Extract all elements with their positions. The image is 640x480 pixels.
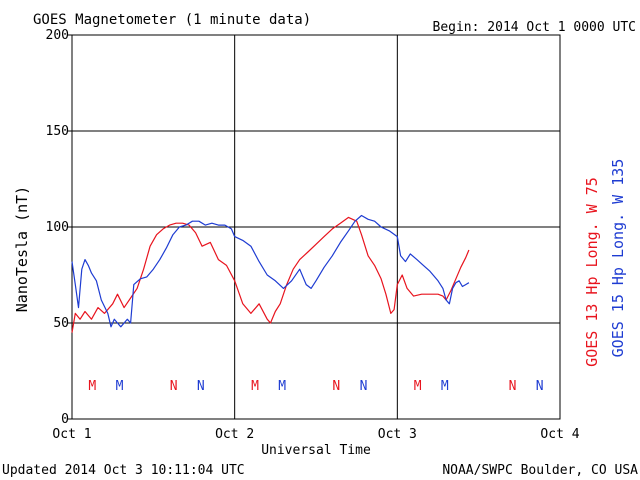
- noon-marker: N: [536, 379, 544, 394]
- noon-marker: N: [509, 379, 517, 394]
- series-goes13-line: [71, 216, 470, 333]
- y-tick-label: 200: [46, 28, 69, 43]
- series-goes15-line: [71, 214, 470, 328]
- updated-timestamp: Updated 2014 Oct 3 10:11:04 UTC: [2, 463, 245, 478]
- midnight-marker: M: [441, 379, 449, 394]
- x-axis-label: Universal Time: [261, 443, 371, 458]
- x-tick-label: Oct 4: [540, 427, 579, 442]
- noon-marker: N: [332, 379, 340, 394]
- noon-marker: N: [197, 379, 205, 394]
- x-tick-label: Oct 3: [378, 427, 417, 442]
- chart-title: GOES Magnetometer (1 minute data): [33, 12, 311, 28]
- axis-ticks: 0 50 100 150 200 Oct 1 Oct 2 Oct 3 Oct 4: [46, 28, 580, 442]
- midnight-marker: M: [251, 379, 259, 394]
- legend-goes15: GOES 15 Hp Long. W 135: [609, 159, 627, 358]
- x-tick-label: Oct 2: [215, 427, 254, 442]
- legend-goes13: GOES 13 Hp Long. W 75: [583, 177, 601, 367]
- midnight-marker: M: [116, 379, 124, 394]
- noon-marker: N: [170, 379, 178, 394]
- y-axis-label: NanoTesla (nT): [13, 186, 31, 312]
- midnight-marker: M: [414, 379, 422, 394]
- grid: [71, 34, 561, 420]
- noon-marker: N: [360, 379, 368, 394]
- x-tick-label: Oct 1: [52, 427, 91, 442]
- begin-time: Begin: 2014 Oct 1 0000 UTC: [433, 20, 637, 35]
- midnight-marker: M: [88, 379, 96, 394]
- y-tick-label: 0: [61, 412, 69, 427]
- midnight-marker: M: [278, 379, 286, 394]
- y-tick-label: 150: [46, 124, 69, 139]
- credit-text: NOAA/SWPC Boulder, CO USA: [442, 463, 638, 478]
- series-lines: [71, 214, 470, 333]
- y-tick-label: 100: [46, 220, 69, 235]
- y-tick-label: 50: [53, 316, 69, 331]
